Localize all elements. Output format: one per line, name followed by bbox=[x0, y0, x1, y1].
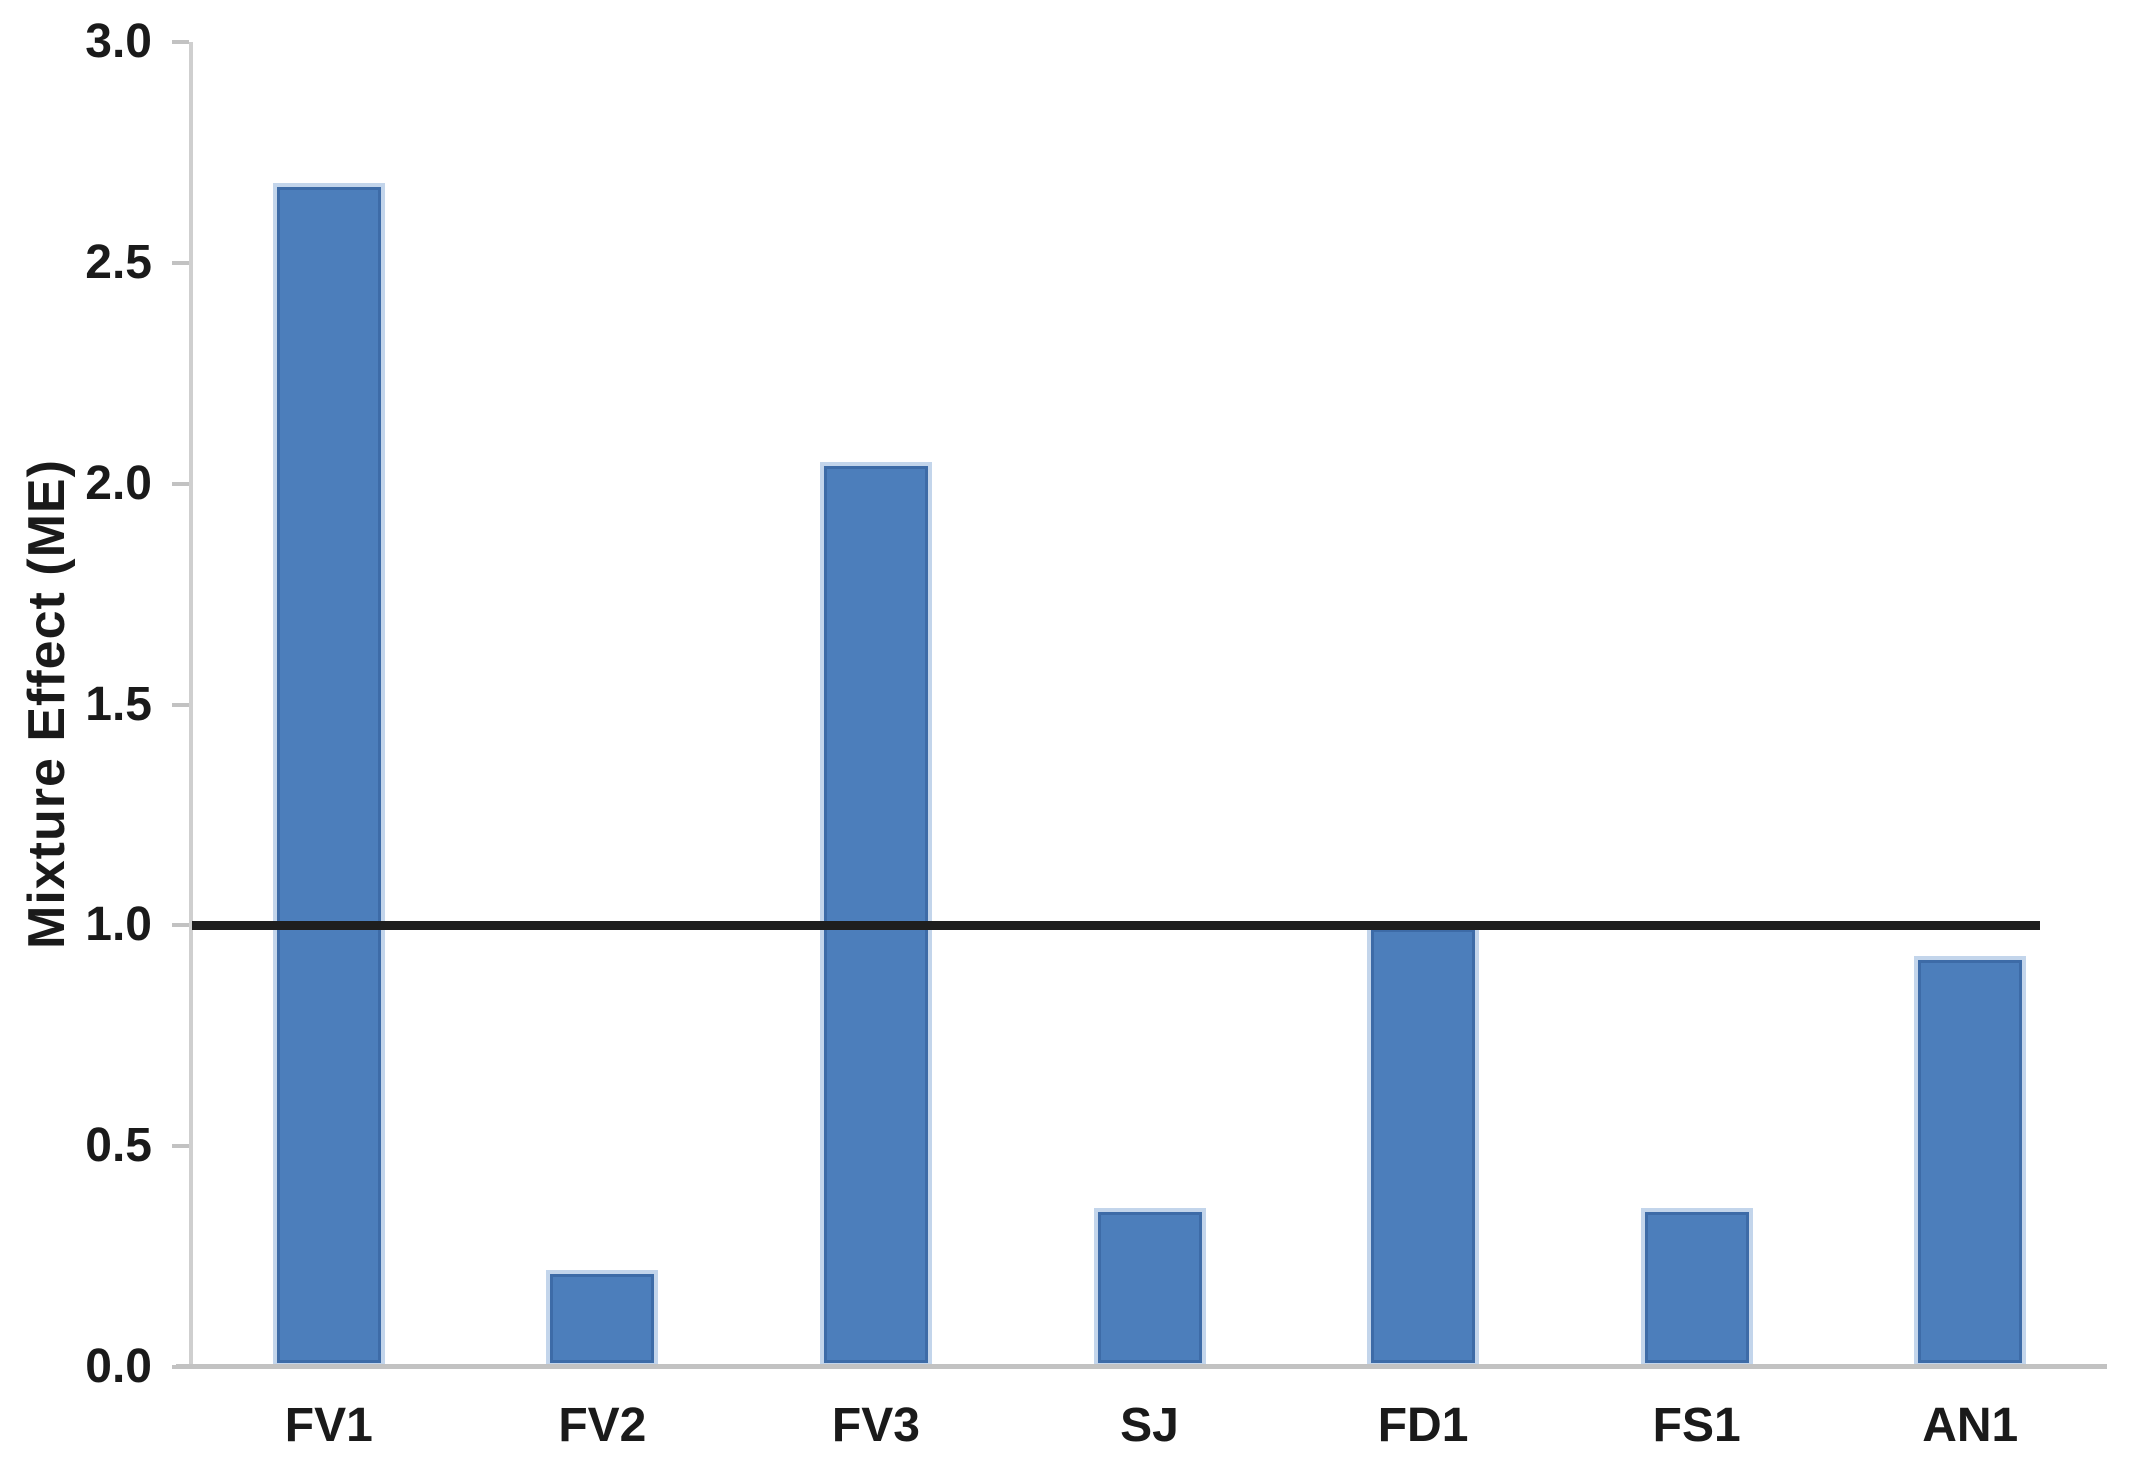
plot-area bbox=[172, 40, 2107, 1369]
y-tick-mark bbox=[172, 1144, 189, 1149]
y-tick-mark bbox=[172, 702, 189, 707]
x-tick-label-SJ: SJ bbox=[1120, 1399, 1179, 1452]
bar-FD1 bbox=[1367, 925, 1480, 1367]
x-tick-label-FV1: FV1 bbox=[284, 1399, 373, 1452]
reference-line bbox=[192, 920, 2040, 930]
bar-FS1 bbox=[1640, 1208, 1753, 1367]
y-tick-mark bbox=[172, 260, 189, 265]
y-tick-mark bbox=[172, 923, 189, 928]
x-axis-line bbox=[176, 1364, 2107, 1369]
y-tick-label: 1.5 bbox=[85, 677, 152, 731]
bar-AN1 bbox=[1914, 956, 2027, 1367]
y-tick-label: 2.0 bbox=[85, 456, 152, 510]
y-tick-label: 3.0 bbox=[85, 15, 152, 68]
x-tick-label-AN1: AN1 bbox=[1922, 1399, 2019, 1452]
y-tick-label: 0.0 bbox=[85, 1340, 152, 1393]
y-axis-line bbox=[189, 42, 193, 1367]
x-tick-label-FV2: FV2 bbox=[558, 1399, 647, 1452]
y-tick-label: 0.5 bbox=[85, 1119, 152, 1173]
x-tick-label-FV3: FV3 bbox=[831, 1399, 920, 1452]
y-tick-mark bbox=[172, 40, 189, 44]
x-tick-label-FS1: FS1 bbox=[1652, 1399, 1741, 1452]
y-tick-label: 2.5 bbox=[85, 235, 152, 289]
bar-FV2 bbox=[546, 1269, 659, 1367]
bar-FV1 bbox=[272, 183, 385, 1367]
x-tick-label-FD1: FD1 bbox=[1377, 1399, 1469, 1452]
bar-FV3 bbox=[819, 461, 932, 1367]
bar-SJ bbox=[1093, 1208, 1206, 1367]
y-tick-label: 1.0 bbox=[85, 898, 152, 952]
y-tick-mark bbox=[172, 481, 189, 486]
